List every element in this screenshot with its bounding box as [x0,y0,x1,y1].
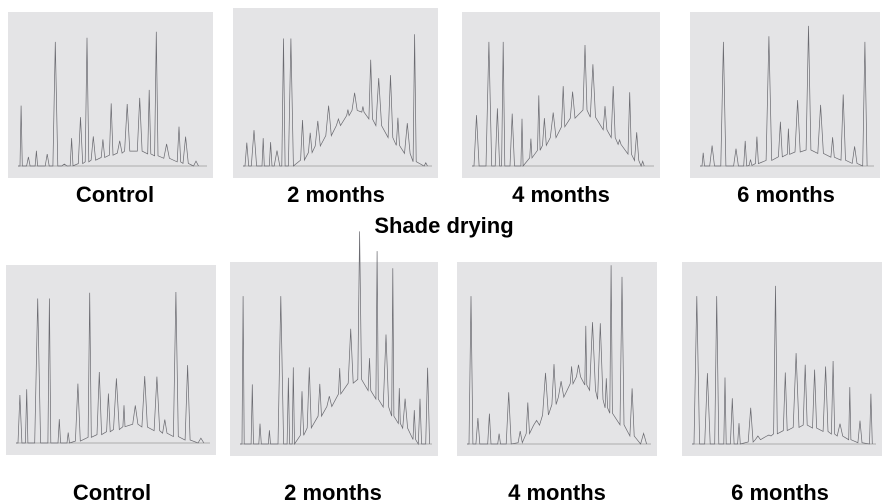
photo [6,265,216,455]
trace [243,34,428,167]
photo [233,8,438,178]
photo [230,262,438,456]
caption: 6 months [731,480,829,504]
photo [462,12,660,178]
photo [690,12,880,178]
chromatogram [682,262,882,456]
caption: Control [76,182,154,207]
chromatogram [6,265,216,455]
caption: Control [73,480,151,504]
caption: 6 months [737,182,835,207]
photo [457,262,657,456]
photo [8,12,213,178]
trace [472,41,645,167]
trace [16,291,205,444]
chromatogram [462,12,660,178]
trace [700,25,868,167]
chromatogram [690,12,880,178]
caption: 4 months [508,480,606,504]
caption: 2 months [284,480,382,504]
trace [18,31,199,167]
caption: 2 months [287,182,385,207]
caption: 4 months [512,182,610,207]
group-label: Shade drying [374,213,513,238]
chromatogram [233,8,438,178]
chromatogram [8,12,213,178]
chromatogram [457,262,657,456]
photo [682,262,882,456]
trace [467,265,647,445]
trace [240,231,430,446]
trace [692,285,873,445]
chromatogram [230,231,438,456]
